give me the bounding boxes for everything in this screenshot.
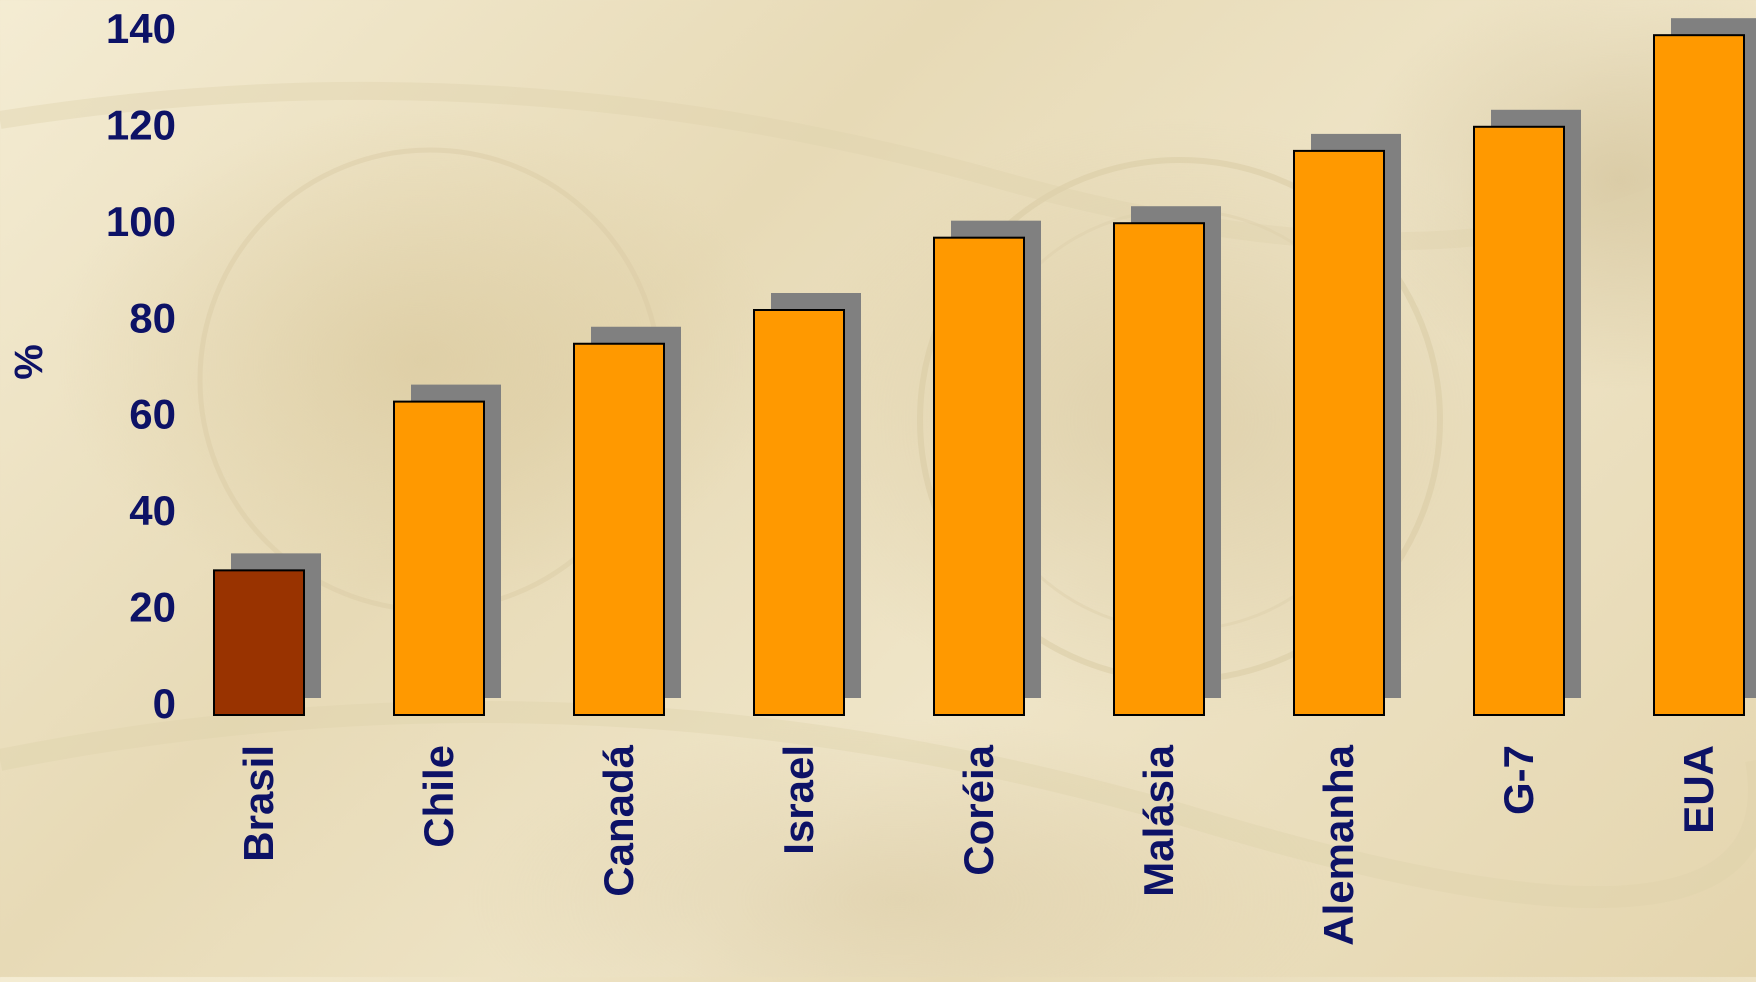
x-tick-label: G-7 [1495,745,1542,815]
x-tick-label: Canadá [595,744,642,896]
y-tick-label: 0 [153,680,176,727]
x-tick-label: Alemanha [1315,744,1362,945]
x-tick-label: Israel [775,745,822,855]
y-tick-label: 120 [106,101,176,148]
y-axis-ticks: 0 20 40 60 80 100 120 140 [106,5,176,727]
y-tick-label: 60 [129,391,176,438]
bar-eua [1653,34,1745,716]
bar-israel [753,309,845,716]
bars [213,18,1756,717]
x-tick-label: Malásia [1135,744,1182,896]
y-tick-label: 100 [106,198,176,245]
y-axis-label: % [7,344,51,380]
bar-alemanha [1293,149,1385,716]
x-tick-label: Brasil [235,745,282,862]
bar-chile [393,400,485,716]
bar-brasil [213,569,305,716]
x-tick-label: Coréia [955,744,1002,875]
x-tick-label: EUA [1675,745,1722,834]
x-tick-label: Chile [415,745,462,848]
y-tick-label: 80 [129,294,176,341]
bar-g-7 [1473,125,1565,717]
y-tick-label: 40 [129,487,176,534]
bar-canadá [573,342,665,716]
x-axis-labels: Brasil Chile Canadá Israel Coréia Malásia Alem… [235,744,1722,945]
bar-coréia [933,236,1025,717]
bar-malásia [1113,222,1205,716]
y-tick-label: 20 [129,584,176,631]
y-tick-label: 140 [106,5,176,52]
